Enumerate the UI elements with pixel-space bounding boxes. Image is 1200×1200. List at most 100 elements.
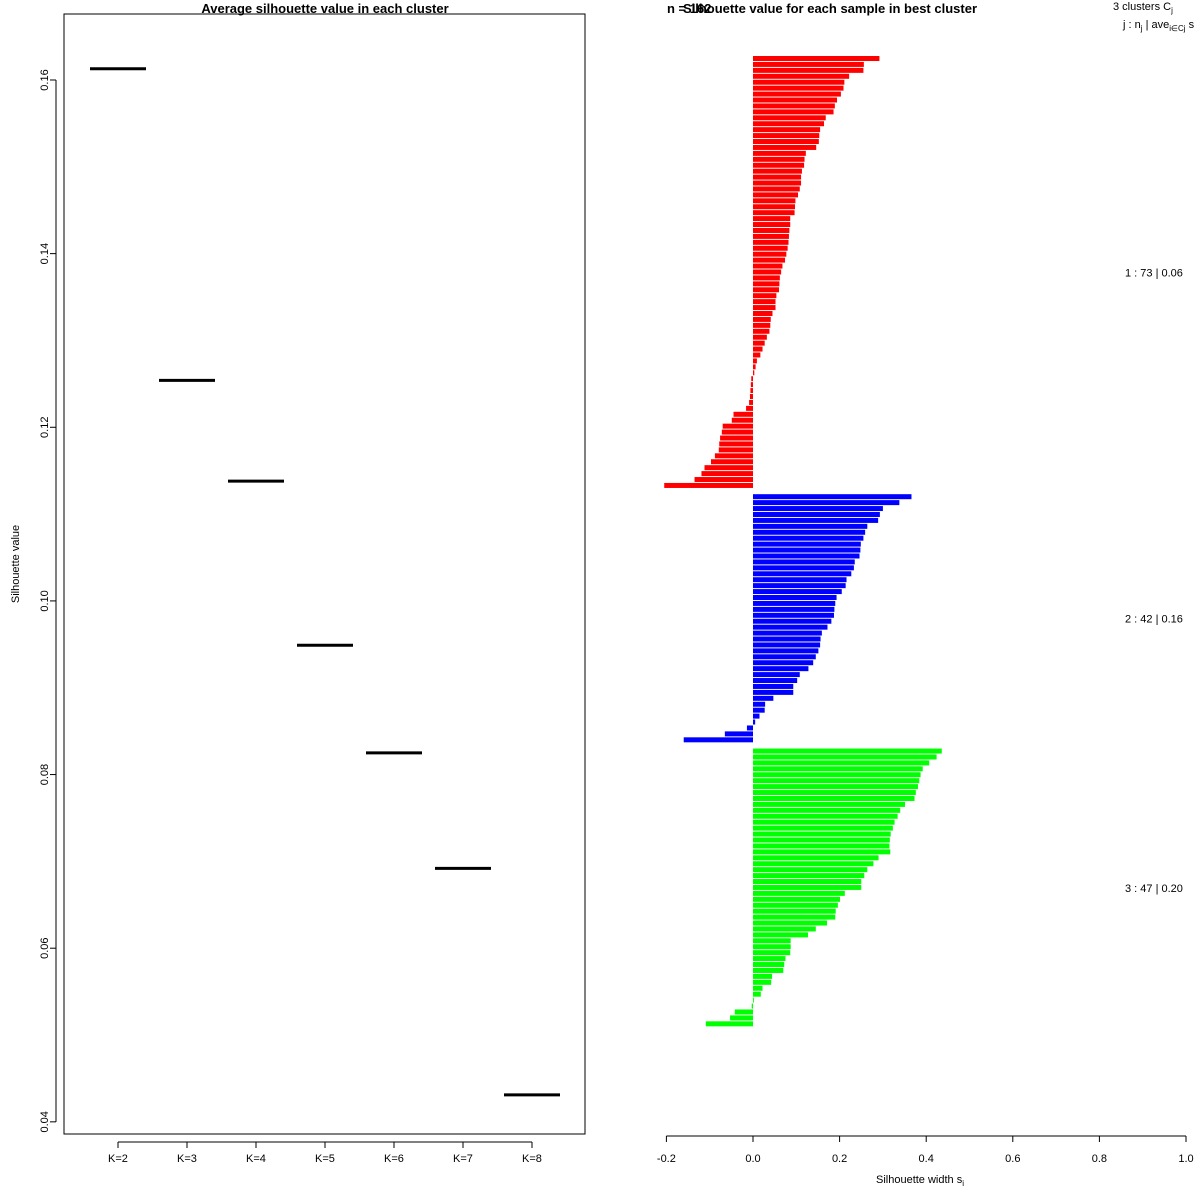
silhouette-bar-cluster-2 [753, 624, 828, 630]
silhouette-bar-cluster-1 [753, 156, 805, 162]
silhouette-bar-cluster-1 [750, 382, 753, 388]
silhouette-bar-cluster-2 [753, 648, 819, 654]
silhouette-bar-cluster-3 [753, 760, 930, 766]
silhouette-bar-cluster-1 [753, 180, 802, 186]
silhouette-bar-cluster-3 [753, 997, 754, 1003]
right-x-tick-label: 0.6 [1005, 1153, 1020, 1165]
silhouette-bar-cluster-1 [753, 204, 796, 210]
silhouette-bar-cluster-3 [753, 801, 905, 807]
silhouette-bar-cluster-1 [710, 459, 753, 465]
right-x-tick-label: 0.0 [745, 1153, 760, 1165]
silhouette-bar-cluster-1 [753, 293, 777, 299]
silhouette-bar-cluster-1 [753, 316, 771, 322]
right-chart-title: Silhouette value for each sample in best… [683, 1, 977, 16]
silhouette-bar-cluster-1 [753, 233, 789, 239]
silhouette-bar-cluster-2 [753, 547, 861, 553]
legend-header-line2: j : nj | avei∈Cj s [1122, 19, 1195, 33]
silhouette-bar-cluster-1 [701, 471, 753, 477]
silhouette-bar-cluster-2 [753, 529, 866, 535]
silhouette-bar-cluster-1 [753, 364, 756, 370]
left-x-tick-label: K=7 [453, 1153, 473, 1165]
silhouette-bar-cluster-1 [731, 417, 753, 423]
silhouette-bar-cluster-3 [753, 944, 791, 950]
silhouette-bar-cluster-1 [753, 222, 791, 228]
silhouette-bar-cluster-1 [753, 162, 805, 168]
silhouette-bar-cluster-1 [753, 251, 787, 257]
left-y-tick-label: 0.04 [39, 1111, 51, 1132]
silhouette-bar-cluster-3 [753, 956, 786, 962]
silhouette-bar-cluster-2 [753, 636, 821, 642]
silhouette-bar-cluster-3 [753, 825, 893, 831]
silhouette-bar-cluster-3 [753, 896, 841, 902]
right-panel-silhouette-plot: n = 162 Silhouette value for each sample… [657, 1, 1195, 1188]
silhouette-bar-cluster-1 [753, 198, 796, 204]
silhouette-bar-cluster-2 [753, 600, 836, 606]
left-y-tick-label: 0.12 [39, 417, 51, 438]
silhouette-bar-cluster-3 [753, 849, 891, 855]
silhouette-bar-cluster-1 [753, 281, 780, 287]
silhouette-bar-cluster-2 [753, 630, 822, 636]
silhouette-bar-cluster-1 [753, 79, 845, 85]
silhouette-bar-cluster-2 [753, 672, 800, 678]
silhouette-bar-cluster-2 [753, 660, 814, 666]
silhouette-bar-cluster-1 [751, 376, 753, 382]
legend-line2-end: s [1186, 19, 1195, 31]
silhouette-bar-cluster-1 [753, 192, 799, 198]
silhouette-bar-cluster-1 [749, 399, 753, 405]
right-x-axis-label-subscript: i [962, 1179, 964, 1188]
silhouette-bar-cluster-1 [753, 97, 838, 103]
silhouette-bar-cluster-3 [753, 766, 923, 772]
left-x-tick-label: K=8 [522, 1153, 542, 1165]
silhouette-bar-cluster-1 [720, 435, 753, 441]
silhouette-bar-cluster-2 [753, 678, 798, 684]
silhouette-bar-cluster-1 [753, 91, 841, 97]
silhouette-bar-cluster-1 [746, 405, 753, 411]
left-chart-title: Average silhouette value in each cluster [201, 1, 448, 16]
silhouette-bar-cluster-2 [753, 683, 794, 689]
silhouette-bar-cluster-2 [753, 553, 860, 559]
silhouette-bar-cluster-2 [753, 612, 834, 618]
legend-line1-sub: j [1170, 6, 1173, 15]
silhouette-bar-cluster-2 [753, 523, 868, 529]
left-y-tick-label: 0.10 [39, 590, 51, 611]
silhouette-bar-cluster-1 [753, 358, 757, 364]
cluster-3-summary: 3 : 47 | 0.20 [1125, 883, 1183, 895]
right-x-axis-label: Silhouette width si [876, 1174, 964, 1188]
silhouette-bar-cluster-1 [704, 465, 753, 471]
silhouette-bar-cluster-2 [753, 535, 864, 541]
silhouette-bar-cluster-3 [753, 855, 879, 861]
silhouette-bar-cluster-1 [719, 441, 753, 447]
silhouette-bar-cluster-2 [683, 737, 753, 743]
silhouette-bar-cluster-3 [753, 879, 862, 885]
silhouette-bar-cluster-1 [753, 334, 767, 340]
silhouette-bar-cluster-1 [753, 133, 820, 139]
legend-line1-text: 3 clusters C [1113, 1, 1171, 13]
silhouette-bar-cluster-1 [753, 144, 817, 150]
legend-line2-text: j : n [1122, 19, 1141, 31]
silhouette-bar-cluster-3 [753, 890, 845, 896]
silhouette-bar-cluster-1 [753, 61, 864, 67]
silhouette-bar-cluster-1 [753, 186, 800, 192]
silhouette-bar-cluster-1 [753, 73, 850, 79]
silhouette-bar-cluster-2 [724, 731, 753, 737]
silhouette-bar-cluster-2 [753, 494, 912, 500]
silhouette-bar-cluster-1 [718, 447, 753, 453]
silhouette-bar-cluster-1 [753, 299, 776, 305]
silhouette-bar-cluster-3 [753, 979, 772, 985]
silhouette-bar-cluster-3 [751, 1003, 753, 1009]
silhouette-bar-cluster-1 [753, 115, 826, 121]
silhouette-bar-cluster-1 [750, 388, 753, 394]
silhouette-bar-cluster-3 [753, 932, 808, 938]
silhouette-bar-cluster-2 [753, 541, 861, 547]
silhouette-bar-cluster-1 [753, 245, 788, 251]
silhouette-bar-cluster-1 [753, 150, 806, 156]
silhouette-bar-cluster-2 [746, 725, 753, 731]
silhouette-bar-cluster-1 [753, 352, 761, 358]
silhouette-bar-cluster-1 [722, 423, 753, 429]
silhouette-bar-cluster-2 [753, 606, 835, 612]
left-x-tick-label: K=4 [246, 1153, 266, 1165]
silhouette-bar-cluster-3 [753, 778, 920, 784]
silhouette-bar-cluster-1 [753, 56, 880, 61]
right-x-axis-label-main: Silhouette width s [876, 1174, 963, 1186]
